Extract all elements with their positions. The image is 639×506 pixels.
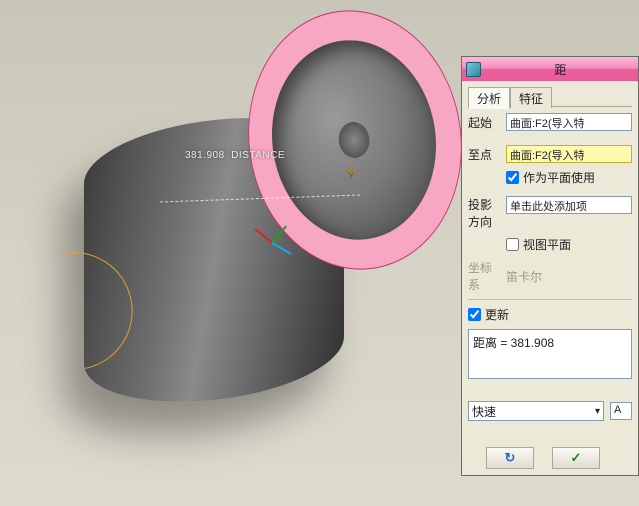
dialog-button-bar: ↻ ✓ (466, 447, 634, 469)
update-checkbox-label: 更新 (485, 306, 509, 323)
proj-picker[interactable]: 单击此处添加项 (506, 196, 632, 214)
update-checkbox-input[interactable] (468, 308, 481, 321)
name-field[interactable]: A (610, 402, 632, 420)
view-plane-checkbox[interactable]: 视图平面 (506, 236, 571, 253)
refresh-button[interactable]: ↻ (486, 447, 534, 469)
result-box: 距离 = 381.908 (468, 329, 632, 379)
dimension-label: 381.908 DISTANCE (185, 150, 285, 161)
as-plane-checkbox-input[interactable] (506, 171, 519, 184)
orientation-triad (250, 220, 300, 270)
tab-analysis[interactable]: 分析 (468, 87, 510, 109)
proj-label-2: 方向 (468, 213, 500, 230)
result-text: 距离 = 381.908 (473, 336, 554, 350)
distance-dialog: 距 分析特征 起始 曲面:F2(导入特 至点 曲面:F2(导入特 作为平面使用 … (461, 56, 639, 476)
as-plane-checkbox-label: 作为平面使用 (523, 169, 595, 186)
tab-feature[interactable]: 特征 (510, 87, 552, 108)
refresh-icon: ↻ (505, 450, 516, 466)
view-plane-checkbox-input[interactable] (506, 238, 519, 251)
view-plane-checkbox-label: 视图平面 (523, 236, 571, 253)
csys-value: 笛卡尔 (506, 268, 632, 285)
dialog-title-bar[interactable]: 距 (462, 57, 638, 81)
start-picker[interactable]: 曲面:F2(导入特 (506, 113, 632, 131)
to-picker[interactable]: 曲面:F2(导入特 (506, 145, 632, 163)
as-plane-checkbox[interactable]: 作为平面使用 (506, 169, 595, 186)
separator (468, 299, 632, 300)
tab-strip: 分析特征 (468, 87, 632, 107)
csys-label: 坐标系 (468, 259, 500, 293)
speed-combo-value: 快速 (472, 403, 496, 420)
start-label: 起始 (468, 114, 500, 131)
dialog-title: 距 (487, 61, 634, 78)
update-checkbox[interactable]: 更新 (468, 306, 632, 323)
ok-button[interactable]: ✓ (552, 447, 600, 469)
model-part (30, 10, 450, 440)
speed-combo[interactable]: 快速 ▾ (468, 401, 604, 421)
chevron-down-icon: ▾ (595, 406, 600, 417)
check-icon: ✓ (571, 450, 582, 466)
axis-badge: Y (345, 170, 357, 182)
dialog-icon (466, 62, 481, 77)
dialog-body: 分析特征 起始 曲面:F2(导入特 至点 曲面:F2(导入特 作为平面使用 投影… (462, 81, 638, 431)
to-label: 至点 (468, 146, 500, 163)
proj-label-1: 投影 (468, 196, 500, 213)
